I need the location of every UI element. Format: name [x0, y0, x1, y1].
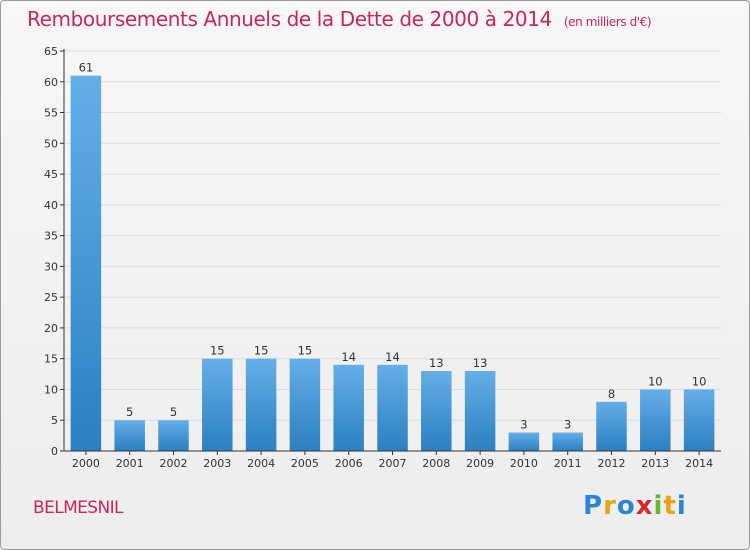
x-tick-label-2004: 2004	[247, 457, 275, 470]
y-tick-label: 40	[44, 199, 58, 212]
bar-2014	[683, 389, 715, 451]
bar-2013	[640, 389, 671, 451]
x-tick-label-2003: 2003	[203, 457, 231, 470]
x-tick-label-2012: 2012	[598, 457, 626, 470]
bar-2008	[421, 371, 452, 451]
logo-letter: x	[635, 491, 654, 521]
bar-2000	[70, 75, 102, 451]
chart-title: Remboursements Annuels de la Dette de 20…	[27, 7, 652, 31]
bars	[70, 75, 715, 451]
logo-letter: t	[663, 491, 677, 521]
y-tick-label: 20	[44, 322, 58, 335]
logo-letter: P	[583, 491, 604, 521]
value-label-2013: 10	[648, 374, 663, 388]
x-tick-label-2007: 2007	[379, 457, 407, 470]
value-label-2007: 14	[385, 350, 400, 364]
value-label-2012: 8	[608, 387, 615, 401]
y-tick-label: 60	[44, 76, 58, 89]
x-tick-label-2009: 2009	[466, 457, 494, 470]
x-tick-label-2008: 2008	[422, 457, 450, 470]
bar-2011	[552, 432, 583, 451]
x-tick-label-2006: 2006	[335, 457, 363, 470]
commune-name: BELMESNIL	[33, 498, 123, 518]
bar-2010	[508, 432, 540, 451]
value-label-2010: 3	[520, 418, 527, 432]
value-label-2005: 15	[298, 344, 313, 358]
value-label-2009: 13	[473, 356, 488, 370]
logo-letter: i	[653, 491, 664, 521]
logo-letter: r	[603, 491, 617, 521]
logo-letter: o	[616, 491, 636, 521]
bar-2012	[596, 401, 627, 451]
y-tick-label: 5	[51, 414, 58, 427]
x-tick-label-2005: 2005	[291, 457, 319, 470]
bar-2002	[158, 420, 189, 451]
value-label-2001: 5	[126, 405, 133, 419]
value-label-2011: 3	[564, 418, 571, 432]
y-tick-label: 10	[44, 383, 58, 396]
labels: 0 5 10 15 20 25 30 35 40 45 50 55 60 65 61 2000 5 2001 5 20…	[44, 45, 713, 470]
bar-2005	[289, 358, 321, 451]
y-tick-label: 35	[44, 230, 58, 243]
y-tick-label: 45	[44, 168, 58, 181]
y-tick-label: 65	[44, 45, 58, 58]
axes	[60, 49, 721, 455]
y-tick-label: 30	[44, 260, 58, 273]
value-label-2008: 13	[429, 356, 444, 370]
proxiti-logo: Proxiti	[583, 491, 687, 521]
value-label-2003: 15	[210, 344, 225, 358]
bar-2001	[114, 420, 145, 451]
bar-2007	[377, 364, 408, 451]
y-tick-label: 25	[44, 291, 58, 304]
x-tick-label-2013: 2013	[641, 457, 669, 470]
x-tick-label-2001: 2001	[116, 457, 144, 470]
x-tick-label-2011: 2011	[554, 457, 582, 470]
value-label-2014: 10	[692, 374, 707, 388]
x-tick-label-2002: 2002	[160, 457, 188, 470]
y-tick-label: 15	[44, 353, 58, 366]
chart-unit-label: (en milliers d'€)	[563, 15, 652, 29]
value-label-2002: 5	[170, 405, 177, 419]
y-tick-label: 50	[44, 137, 58, 150]
bar-2009	[464, 371, 496, 451]
y-tick-label: 0	[51, 445, 58, 458]
bar-2003	[202, 358, 233, 451]
value-label-2000: 61	[79, 61, 94, 75]
bar-2006	[333, 364, 364, 451]
bar-2004	[245, 358, 277, 451]
value-label-2006: 14	[341, 350, 356, 364]
logo-letter: i	[676, 491, 687, 521]
x-tick-label-2000: 2000	[72, 457, 100, 470]
y-tick-label: 55	[44, 107, 58, 120]
value-label-2004: 15	[254, 344, 269, 358]
x-tick-label-2010: 2010	[510, 457, 538, 470]
chart-title-text: Remboursements Annuels de la Dette de 20…	[27, 7, 552, 31]
x-tick-label-2014: 2014	[685, 457, 713, 470]
